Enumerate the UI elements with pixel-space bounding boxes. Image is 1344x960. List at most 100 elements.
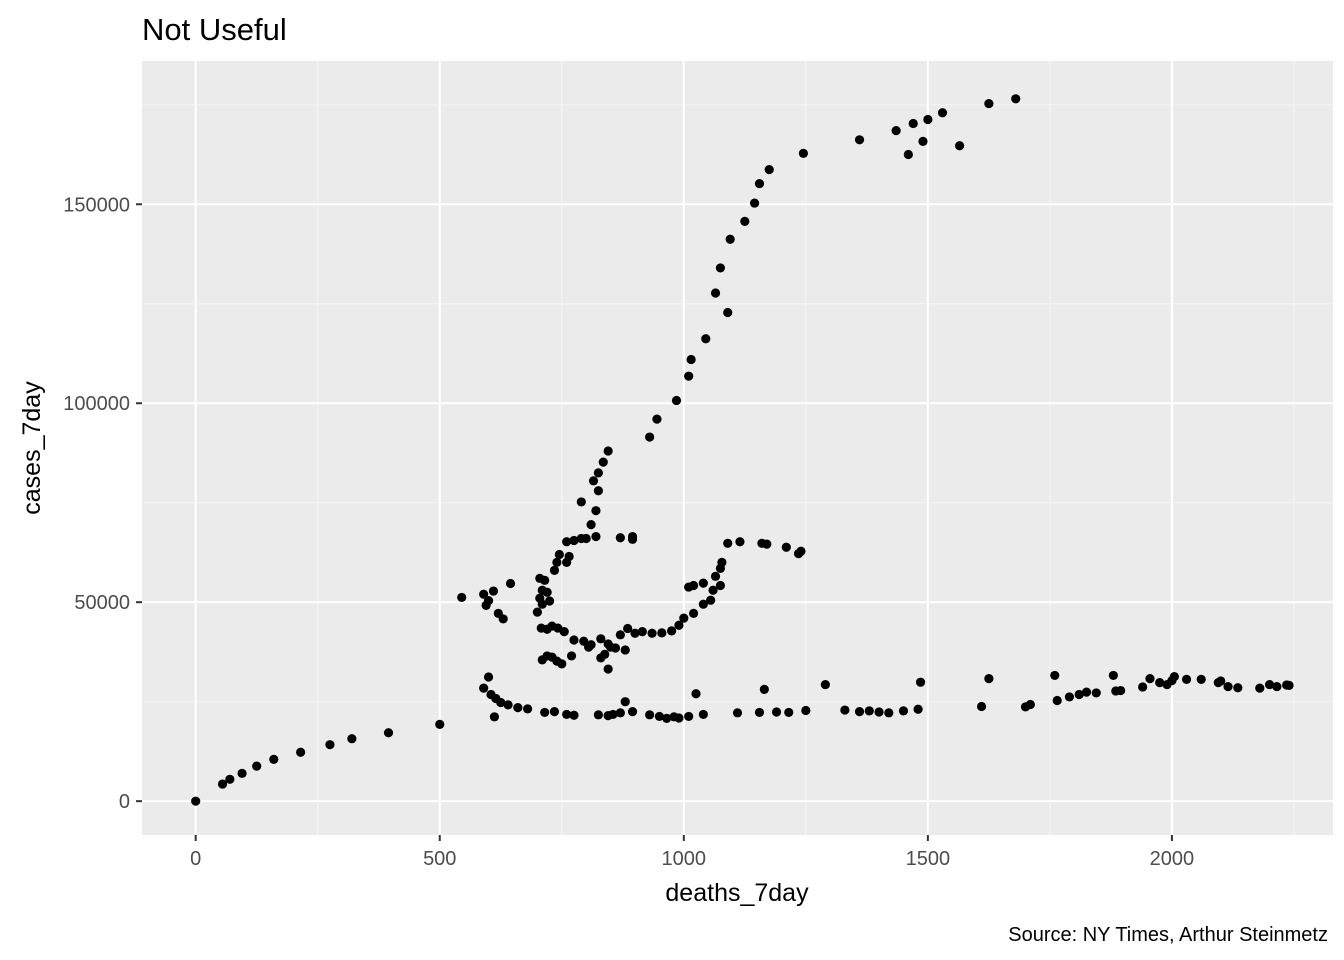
data-point [1196,674,1206,685]
data-point [615,708,625,718]
data-point [884,708,894,718]
data-point [1025,699,1035,710]
data-point [479,683,489,693]
data-point [749,198,760,208]
data-point [784,707,794,718]
major-gridlines [142,61,1333,835]
data-point [854,135,865,145]
data-point [549,565,560,575]
data-point [820,679,830,690]
data-point [623,623,633,634]
data-point [559,627,569,637]
data-point [630,628,640,638]
data-point [684,371,694,381]
data-point [854,707,865,717]
data-point [483,596,494,606]
data-point [615,630,625,640]
data-point [735,537,745,547]
chart-caption: Source: NY Times, Arthur Steinmetz [1008,924,1328,946]
data-point [225,774,235,784]
data-point [891,126,901,136]
data-point [488,586,499,596]
data-point [627,707,638,717]
data-point [674,620,684,630]
data-point [505,578,516,589]
data-point [498,614,508,624]
data-point [898,706,909,716]
data-point [637,627,647,637]
data-point [627,534,638,544]
data-point [1138,682,1148,692]
data-point [496,697,506,708]
data-point [937,108,948,118]
data-point [603,639,613,649]
data-point [1255,683,1265,693]
data-point [725,234,735,244]
data-point [591,531,601,542]
data-point [593,468,603,478]
data-point [715,580,726,591]
data-point [764,165,774,175]
data-point [771,707,782,717]
data-point [608,709,618,720]
data-point [781,542,791,552]
data-point [840,705,850,715]
data-point [620,645,630,655]
data-point [796,546,806,556]
data-point [679,613,689,623]
x-axis: 0 500 1000 1500 2000 [190,835,1194,870]
data-point [654,711,665,722]
data-point [596,634,606,644]
data-point [503,700,513,710]
y-tick-label: 50000 [74,592,130,614]
data-point [435,719,445,729]
data-point [1074,689,1084,700]
data-point [540,575,550,585]
data-point [554,549,564,560]
data-point [523,704,533,714]
data-point [698,709,708,720]
data-point [701,334,711,344]
y-tick-label: 100000 [63,393,130,415]
data-point [754,707,765,718]
data-point [708,585,718,595]
data-point [620,697,630,707]
data-point [237,768,247,778]
chart-title: Not Useful [142,12,287,47]
data-point [569,535,579,546]
data-point [603,446,613,456]
x-tick-label: 1000 [662,848,707,870]
data-point [923,114,933,125]
data-point [645,710,655,720]
data-point [652,414,662,424]
data-point [698,599,708,609]
data-point [513,703,523,713]
data-point [584,642,594,652]
data-point [723,307,733,318]
data-point [918,136,928,146]
data-point [674,713,684,723]
data-point [1169,672,1179,682]
data-point [1264,679,1275,690]
data-points [191,94,1294,806]
data-point [1284,680,1294,690]
data-point [723,538,733,548]
data-point [645,432,655,442]
plot-panel [142,61,1333,835]
data-point [457,592,467,603]
data-point [562,537,572,547]
data-point [1145,674,1155,684]
data-point [984,98,994,109]
data-point [1181,674,1192,685]
data-point [715,263,726,273]
data-point [657,628,667,638]
minor-gridlines [142,61,1333,835]
data-point [1064,692,1075,702]
data-point [662,713,672,724]
data-point [1011,94,1021,104]
data-point [864,706,874,716]
data-point [191,796,201,806]
data-point [671,395,682,406]
data-point [549,707,560,717]
data-point [1155,677,1165,688]
